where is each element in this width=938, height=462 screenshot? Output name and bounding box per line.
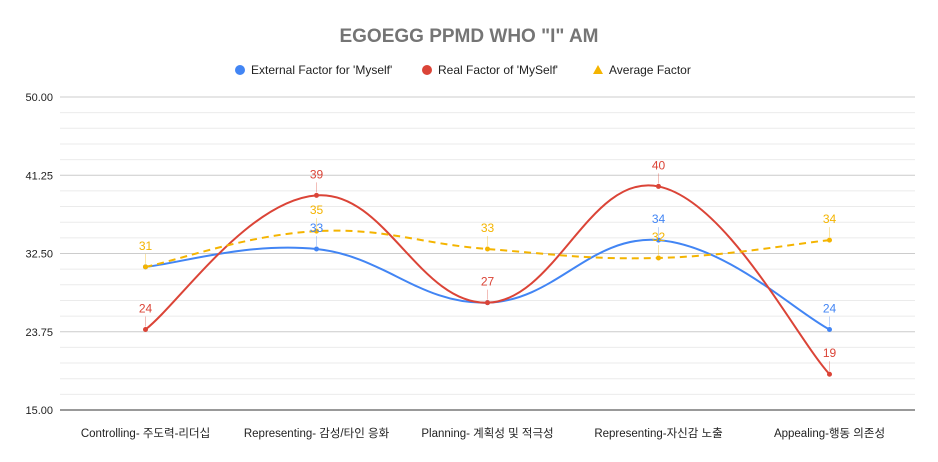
data-label: 35 — [310, 203, 324, 217]
data-point — [827, 371, 832, 377]
data-label: 39 — [310, 167, 324, 181]
legend-triangle-marker — [593, 65, 603, 74]
data-point — [314, 246, 319, 252]
y-tick-label: 41.25 — [25, 170, 53, 182]
series-line — [145, 229, 830, 268]
y-tick-label: 32.50 — [25, 249, 53, 261]
x-tick-label: Planning- 계획성 및 적극성 — [421, 427, 553, 440]
data-point — [314, 228, 319, 234]
y-tick-label: 15.00 — [25, 405, 53, 417]
data-label: 32 — [652, 230, 666, 244]
data-point — [656, 183, 661, 189]
legend: External Factor for 'Myself' Real Factor … — [235, 63, 691, 77]
legend-item: Real Factor of 'MySelf' — [422, 63, 558, 77]
grid — [60, 96, 915, 411]
data-label: 40 — [652, 158, 666, 172]
data-point — [827, 237, 832, 243]
x-axis: Controlling- 주도력-리더십 Representing- 감성/타인 … — [81, 427, 885, 440]
data-point — [143, 327, 148, 333]
legend-circle-marker — [422, 65, 432, 75]
data-label: 27 — [481, 275, 495, 289]
data-point — [656, 255, 661, 261]
legend-label: Average Factor — [609, 63, 691, 77]
x-tick-label: Representing- 감성/타인 응화 — [244, 427, 390, 440]
legend-label: External Factor for 'Myself' — [251, 63, 392, 77]
legend-item: External Factor for 'Myself' — [235, 63, 392, 77]
data-label: 19 — [823, 346, 837, 360]
data-label: 31 — [139, 239, 153, 253]
x-tick-label: Representing-자신감 노출 — [594, 427, 722, 440]
data-label: 33 — [481, 221, 495, 235]
series-group — [143, 183, 832, 377]
data-point — [827, 327, 832, 333]
y-axis: 15.00 23.75 32.50 41.25 50.00 — [25, 92, 53, 417]
data-point — [656, 237, 661, 243]
x-tick-label: Appealing-행동 의존성 — [774, 427, 885, 440]
data-point — [314, 192, 319, 198]
series-2 — [143, 228, 832, 270]
data-point — [485, 300, 490, 306]
x-tick-label: Controlling- 주도력-리더십 — [81, 427, 210, 440]
series-1 — [143, 183, 832, 377]
data-point — [485, 246, 490, 252]
data-label: 34 — [652, 212, 666, 226]
y-tick-label: 23.75 — [25, 327, 53, 339]
data-label: 33 — [310, 221, 324, 235]
data-point — [143, 264, 148, 270]
data-label: 24 — [139, 302, 153, 316]
chart-title: EGOEGG PPMD WHO "I" AM — [339, 26, 598, 47]
legend-circle-marker — [235, 65, 245, 75]
legend-item: Average Factor — [593, 63, 691, 77]
data-label: 34 — [823, 212, 837, 226]
legend-label: Real Factor of 'MySelf' — [438, 63, 558, 77]
y-tick-label: 50.00 — [25, 92, 53, 104]
data-labels: 33 34 24 24 39 27 40 19 31 35 33 32 34 — [139, 158, 837, 372]
data-label: 24 — [823, 302, 837, 316]
